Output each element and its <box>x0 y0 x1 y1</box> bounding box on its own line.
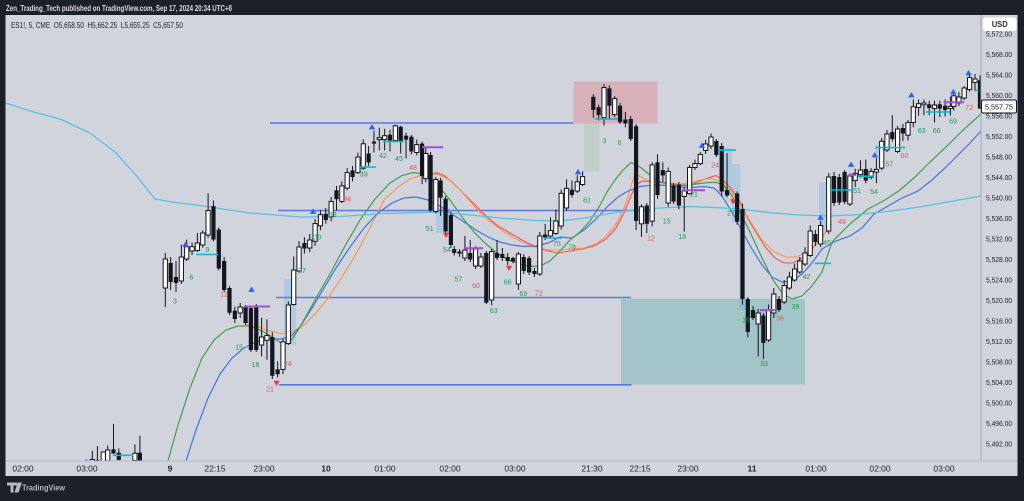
svg-text:10: 10 <box>321 464 331 474</box>
svg-text:03:00: 03:00 <box>933 464 955 474</box>
svg-text:6: 6 <box>189 275 193 282</box>
svg-text:5,516.00: 5,516.00 <box>986 317 1012 326</box>
svg-text:02:00: 02:00 <box>12 464 34 474</box>
svg-text:5,540.00: 5,540.00 <box>986 194 1012 203</box>
svg-text:9: 9 <box>168 464 173 474</box>
svg-text:TradingView: TradingView <box>22 483 65 493</box>
svg-text:24: 24 <box>284 361 292 368</box>
svg-text:39: 39 <box>360 172 368 179</box>
svg-text:66: 66 <box>933 128 941 135</box>
svg-text:5,492.00: 5,492.00 <box>986 440 1012 449</box>
svg-text:03:00: 03:00 <box>504 464 526 474</box>
svg-text:81: 81 <box>583 198 591 205</box>
svg-text:21:30: 21:30 <box>581 464 603 474</box>
svg-text:69: 69 <box>949 119 957 126</box>
svg-text:23:00: 23:00 <box>253 464 275 474</box>
svg-text:15: 15 <box>235 345 243 352</box>
svg-text:5,508.00: 5,508.00 <box>986 358 1012 367</box>
svg-text:9: 9 <box>206 247 210 254</box>
svg-text:18: 18 <box>252 362 260 369</box>
svg-text:48: 48 <box>838 219 846 226</box>
svg-text:48: 48 <box>409 165 417 172</box>
svg-text:63: 63 <box>490 308 498 315</box>
svg-text:72: 72 <box>965 105 973 112</box>
svg-text:01:00: 01:00 <box>374 464 396 474</box>
svg-text:23:00: 23:00 <box>677 464 699 474</box>
svg-text:5,548.00: 5,548.00 <box>986 153 1012 162</box>
svg-text:42: 42 <box>803 274 811 281</box>
svg-text:45: 45 <box>395 156 403 163</box>
svg-text:6: 6 <box>618 140 622 147</box>
svg-text:27: 27 <box>727 211 735 218</box>
svg-text:51: 51 <box>426 226 434 233</box>
svg-text:02:00: 02:00 <box>439 464 461 474</box>
svg-text:30: 30 <box>742 318 750 325</box>
svg-text:57: 57 <box>455 277 463 284</box>
svg-text:69: 69 <box>519 291 527 298</box>
svg-text:39: 39 <box>792 304 800 311</box>
svg-text:5,552.00: 5,552.00 <box>986 132 1012 141</box>
svg-text:ES1!, 5, CME O5,658.50 H5,66: ES1!, 5, CME O5,658.50 H5,662.25 L5,655.… <box>11 21 183 30</box>
svg-text:45: 45 <box>823 240 831 247</box>
svg-text:51: 51 <box>853 188 861 195</box>
svg-text:5,568.00: 5,568.00 <box>986 50 1012 59</box>
svg-text:18: 18 <box>679 234 687 241</box>
svg-text:5,564.00: 5,564.00 <box>986 71 1012 80</box>
svg-text:63: 63 <box>918 128 926 135</box>
svg-text:24: 24 <box>711 162 719 169</box>
svg-text:72: 72 <box>535 291 543 298</box>
svg-text:66: 66 <box>504 280 512 287</box>
svg-text:5,536.00: 5,536.00 <box>986 214 1012 223</box>
svg-text:36: 36 <box>776 316 784 323</box>
svg-text:60: 60 <box>472 283 480 290</box>
svg-text:42: 42 <box>379 153 387 160</box>
svg-text:60: 60 <box>901 153 909 160</box>
svg-text:01:00: 01:00 <box>805 464 827 474</box>
svg-text:5,512.00: 5,512.00 <box>986 337 1012 346</box>
svg-text:3: 3 <box>173 299 177 306</box>
svg-text:11: 11 <box>748 464 757 474</box>
svg-text:5,557.75: 5,557.75 <box>985 103 1013 112</box>
svg-text:36: 36 <box>343 197 351 204</box>
svg-text:12: 12 <box>647 236 655 243</box>
svg-text:78: 78 <box>568 245 576 252</box>
svg-text:27: 27 <box>298 268 306 275</box>
svg-text:57: 57 <box>886 161 894 168</box>
svg-text:21: 21 <box>266 387 274 394</box>
svg-text:22:15: 22:15 <box>204 464 226 474</box>
svg-text:21: 21 <box>690 192 698 199</box>
svg-text:5,532.00: 5,532.00 <box>986 235 1012 244</box>
svg-text:5,504.00: 5,504.00 <box>986 378 1012 387</box>
svg-text:15: 15 <box>663 219 671 226</box>
svg-text:75: 75 <box>553 241 561 248</box>
svg-text:USD: USD <box>992 20 1008 29</box>
svg-text:03:00: 03:00 <box>76 464 98 474</box>
svg-text:5,524.00: 5,524.00 <box>986 276 1012 285</box>
svg-text:5,496.00: 5,496.00 <box>986 419 1012 428</box>
svg-text:33: 33 <box>329 212 337 219</box>
svg-text:30: 30 <box>314 235 322 242</box>
svg-text:5,520.00: 5,520.00 <box>986 296 1012 305</box>
svg-text:Zen_Trading_Tech published on: Zen_Trading_Tech published on TradingVie… <box>6 4 232 13</box>
svg-text:33: 33 <box>760 361 768 368</box>
svg-text:22:15: 22:15 <box>629 464 651 474</box>
svg-text:5,560.00: 5,560.00 <box>986 91 1012 100</box>
svg-text:5,500.00: 5,500.00 <box>986 399 1012 408</box>
svg-text:54: 54 <box>870 189 878 196</box>
svg-text:12: 12 <box>220 292 228 299</box>
svg-text:5,544.00: 5,544.00 <box>986 173 1012 182</box>
svg-text:5,528.00: 5,528.00 <box>986 255 1012 264</box>
svg-text:02:00: 02:00 <box>869 464 891 474</box>
svg-text:54: 54 <box>443 247 451 254</box>
svg-text:3: 3 <box>602 138 606 145</box>
